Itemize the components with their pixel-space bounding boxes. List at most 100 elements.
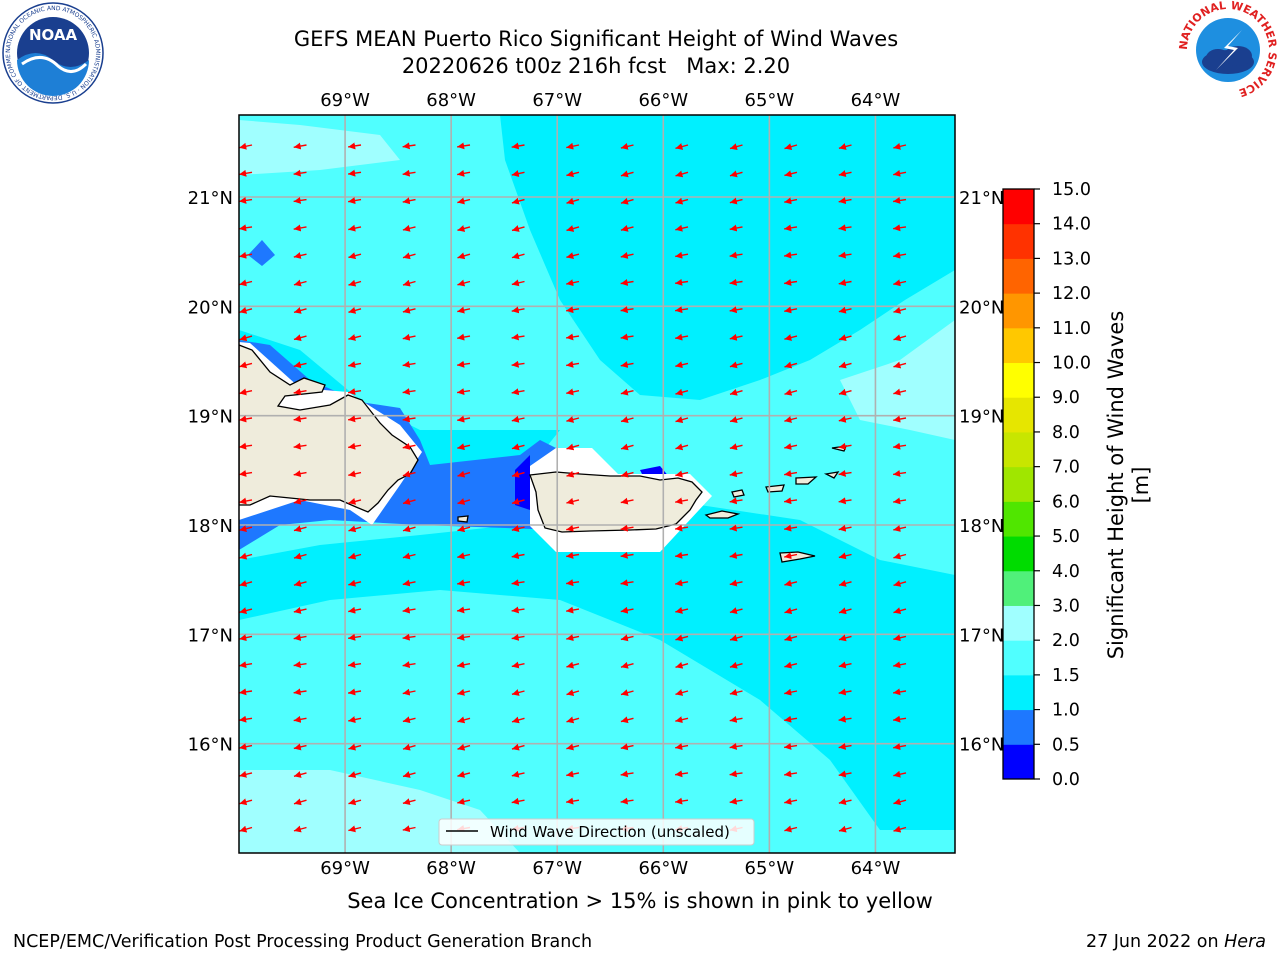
wave-direction-arrow (293, 169, 307, 177)
wave-direction-arrow (675, 470, 689, 478)
wave-direction-arrow (729, 361, 743, 369)
wave-direction-arrow (784, 443, 798, 450)
wave-direction-arrow (457, 798, 471, 805)
wave-direction-arrow (293, 196, 307, 204)
wave-direction-arrow (511, 579, 525, 587)
wave-direction-arrow (293, 224, 307, 232)
chart-title: GEFS MEAN Puerto Rico Significant Height… (293, 27, 899, 51)
wave-direction-arrow (784, 470, 798, 477)
wave-direction-arrow (402, 306, 416, 314)
wave-direction-arrow (675, 579, 689, 587)
wave-direction-arrow (838, 798, 852, 805)
wave-direction-arrow (566, 716, 580, 724)
wave-direction-arrow (893, 361, 907, 369)
wave-direction-arrow (729, 743, 743, 750)
wave-direction-arrow (729, 634, 743, 642)
wave-direction-arrow (293, 798, 307, 806)
wave-direction-arrow (293, 715, 307, 723)
wave-direction-arrow (784, 688, 798, 696)
wave-direction-arrow (511, 197, 525, 205)
wave-direction-arrow (566, 770, 580, 778)
lat-tick-left: 19°N (188, 407, 233, 428)
wave-direction-arrow (620, 416, 634, 423)
colorbar-tick-label: 8.0 (1052, 423, 1080, 443)
wave-direction-arrow (457, 661, 471, 669)
wave-direction-arrow (620, 579, 634, 587)
wave-direction-arrow (675, 716, 689, 724)
lat-tick-right: 18°N (959, 516, 1004, 537)
wave-direction-arrow (402, 688, 416, 696)
wave-direction-arrow (729, 416, 743, 423)
wave-direction-arrow (675, 251, 689, 259)
wave-direction-arrow (511, 661, 525, 669)
wave-direction-arrow (348, 716, 362, 723)
wave-direction-arrow (348, 798, 362, 806)
wave-direction-arrow (675, 388, 689, 396)
lon-tick-top: 68°W (426, 90, 476, 111)
wave-direction-arrow (893, 770, 907, 778)
wave-direction-arrow (348, 307, 362, 314)
colorbar-tick-label: 2.0 (1052, 631, 1080, 651)
lon-tick-top: 66°W (638, 90, 688, 111)
wave-direction-arrow (838, 415, 852, 423)
wave-direction-arrow (729, 607, 743, 614)
wave-direction-arrow (784, 797, 798, 805)
wave-direction-arrow (239, 552, 253, 560)
wave-direction-arrow (457, 306, 471, 314)
wave-direction-arrow (566, 661, 580, 669)
wave-direction-arrow (402, 798, 416, 806)
wave-direction-arrow (457, 525, 471, 533)
wave-direction-arrow (784, 579, 798, 587)
wave-direction-arrow (511, 552, 525, 560)
wave-direction-arrow (293, 470, 307, 478)
lat-tick-right: 16°N (959, 735, 1004, 756)
wave-direction-arrow (784, 306, 798, 314)
legend-label: Wind Wave Direction (unscaled) (490, 823, 730, 841)
wave-direction-arrow (893, 197, 907, 204)
wave-direction-arrow (348, 525, 362, 533)
wave-direction-arrow (239, 388, 253, 396)
wave-direction-arrow (402, 169, 416, 177)
wave-direction-arrow (729, 579, 743, 587)
wave-direction-arrow (402, 825, 416, 833)
wave-direction-arrow (348, 661, 362, 669)
wave-direction-arrow (838, 661, 852, 669)
nws-logo: NATIONAL WEATHER SERVICE (1177, 0, 1279, 99)
noaa-logo: NATIONAL OCEANIC AND ATMOSPHERIC ADMINIS… (2, 2, 104, 104)
culebra (731, 489, 745, 498)
vieques (704, 510, 741, 519)
wave-direction-arrow (893, 825, 907, 833)
wave-direction-arrow (293, 771, 307, 778)
wave-direction-arrow (893, 525, 907, 532)
wave-direction-arrow (620, 470, 634, 478)
credit-branch: NCEP/EMC/Verification Post Processing Pr… (13, 932, 593, 952)
wave-direction-arrow (402, 142, 416, 150)
colorbar-swatch (1003, 258, 1034, 294)
wave-direction-arrow (239, 688, 253, 696)
wave-direction-arrow (348, 579, 362, 587)
wave-direction-arrow (893, 798, 907, 806)
wave-direction-arrow (402, 661, 416, 669)
wave-direction-arrow (729, 306, 743, 314)
wave-direction-arrow (239, 442, 253, 450)
wave-direction-arrow (893, 607, 907, 615)
wave-direction-arrow (402, 388, 416, 396)
wave-direction-arrow (402, 443, 416, 450)
wave-direction-arrow (784, 278, 798, 286)
wave-direction-arrow (620, 770, 634, 778)
wave-direction-arrow (511, 743, 525, 751)
lat-tick-left: 20°N (188, 297, 233, 318)
wave-direction-arrow (784, 251, 798, 259)
lat-tick-right: 17°N (959, 625, 1004, 646)
wave-direction-arrow (729, 224, 743, 232)
wave-direction-arrow (566, 606, 580, 614)
wave-direction-arrow (675, 443, 689, 451)
wave-direction-arrow (239, 607, 253, 614)
wave-direction-arrow (893, 497, 907, 505)
wave-direction-arrow (784, 661, 798, 669)
wave-direction-arrow (511, 797, 525, 805)
wave-direction-arrow (239, 361, 253, 369)
wave-direction-arrow (784, 197, 798, 205)
wave-direction-arrow (893, 169, 907, 177)
colorbar: 0.0 0.5 1.0 1.5 2.0 3.0 4.0 5.0 6.0 7.0 8.0 9.0 10.0… (1002, 180, 1091, 790)
